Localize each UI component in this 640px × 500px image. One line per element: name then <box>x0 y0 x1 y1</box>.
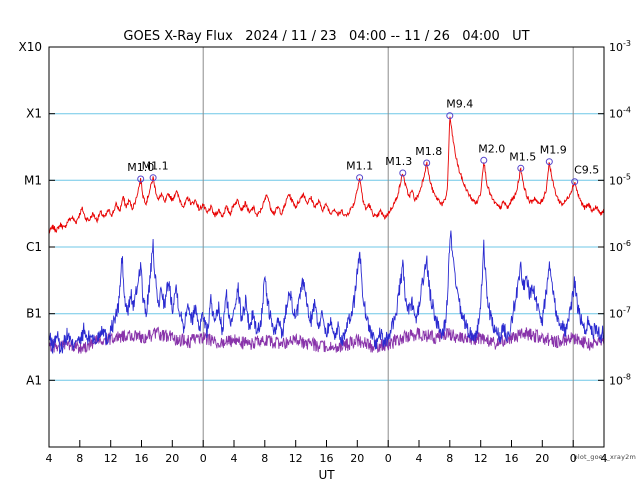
x-tick-label: 0 <box>200 452 207 465</box>
x-tick-label: 4 <box>416 452 423 465</box>
left-axis-label: B1 <box>26 307 42 321</box>
x-tick-label: 12 <box>104 452 118 465</box>
flare-marker <box>517 164 525 172</box>
x-tick-label: 12 <box>474 452 488 465</box>
flare-label: M1.1 <box>142 160 169 173</box>
left-axis-label: X1 <box>26 107 42 121</box>
flare-label: M2.0 <box>478 142 505 155</box>
flare-marker <box>571 178 579 186</box>
x-tick-label: 4 <box>46 452 53 465</box>
x-tick-label: 20 <box>165 452 179 465</box>
x-tick-label: 4 <box>231 452 238 465</box>
long-xray-1-8A-trace <box>49 116 604 234</box>
flare-marker <box>423 159 431 167</box>
x-tick-label: 8 <box>261 452 268 465</box>
short-xray-05-4A-trace <box>49 230 604 355</box>
flare-label: M1.8 <box>415 145 442 158</box>
right-axis-label: 10-3 <box>609 39 631 54</box>
credit-text: plot_goes_xray2m <box>573 453 636 461</box>
flare-label: M9.4 <box>446 98 473 111</box>
x-tick-label: 16 <box>320 452 334 465</box>
x-tick-label: 8 <box>446 452 453 465</box>
right-axis-label: 10-7 <box>609 306 631 321</box>
flare-marker <box>356 174 364 182</box>
x-tick-label: 0 <box>570 452 577 465</box>
flare-marker <box>545 158 553 166</box>
x-tick-label: 20 <box>350 452 364 465</box>
x-tick-label: 4 <box>601 452 608 465</box>
flare-marker <box>399 169 407 177</box>
right-axis-label: 10-5 <box>609 172 631 187</box>
x-tick-label: 16 <box>505 452 519 465</box>
flare-label: M1.5 <box>509 150 536 163</box>
flare-marker <box>137 175 145 183</box>
x-tick-label: 16 <box>135 452 149 465</box>
flare-marker <box>480 156 488 164</box>
flare-marker <box>446 112 454 120</box>
right-axis-label: 10-4 <box>609 106 631 121</box>
flare-label: C9.5 <box>574 164 599 177</box>
x-tick-label: 0 <box>385 452 392 465</box>
left-axis-label: X10 <box>19 40 43 54</box>
x-tick-label: 20 <box>535 452 549 465</box>
x-axis-label: UT <box>318 468 335 482</box>
right-axis-label: 10-8 <box>609 372 631 387</box>
flare-label: M1.3 <box>385 155 412 168</box>
flare-label: M1.0 <box>127 161 154 174</box>
left-axis-label: A1 <box>26 373 42 387</box>
x-tick-label: 12 <box>289 452 303 465</box>
flare-label: M1.9 <box>540 144 567 157</box>
x-tick-label: 8 <box>76 452 83 465</box>
chart-title: GOES X-Ray Flux 2024 / 11 / 23 04:00 -- … <box>123 29 530 44</box>
right-axis-label: 10-6 <box>609 239 631 254</box>
flare-label: M1.1 <box>346 160 373 173</box>
flare-marker <box>149 174 157 182</box>
left-axis-label: M1 <box>24 173 42 187</box>
plot-frame <box>48 46 605 448</box>
left-axis-label: C1 <box>26 240 42 254</box>
secondary-short-xray-trace <box>49 326 604 354</box>
